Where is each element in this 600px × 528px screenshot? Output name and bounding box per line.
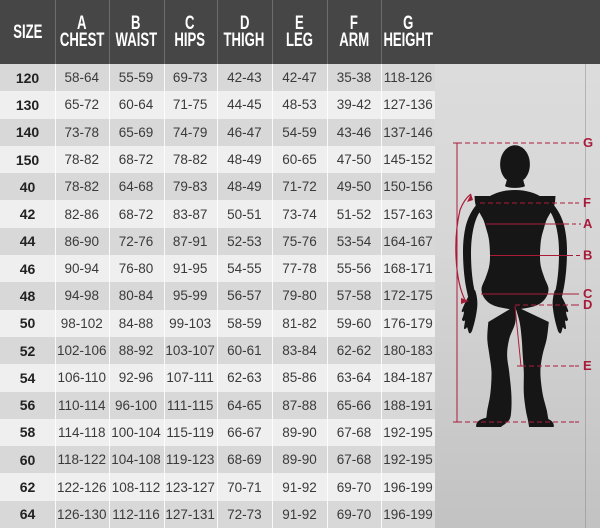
svg-text:A: A (583, 216, 593, 231)
svg-text:G: G (583, 135, 593, 150)
svg-text:E: E (583, 358, 592, 373)
svg-text:F: F (583, 195, 591, 210)
svg-text:B: B (583, 248, 592, 263)
svg-text:D: D (583, 297, 592, 312)
